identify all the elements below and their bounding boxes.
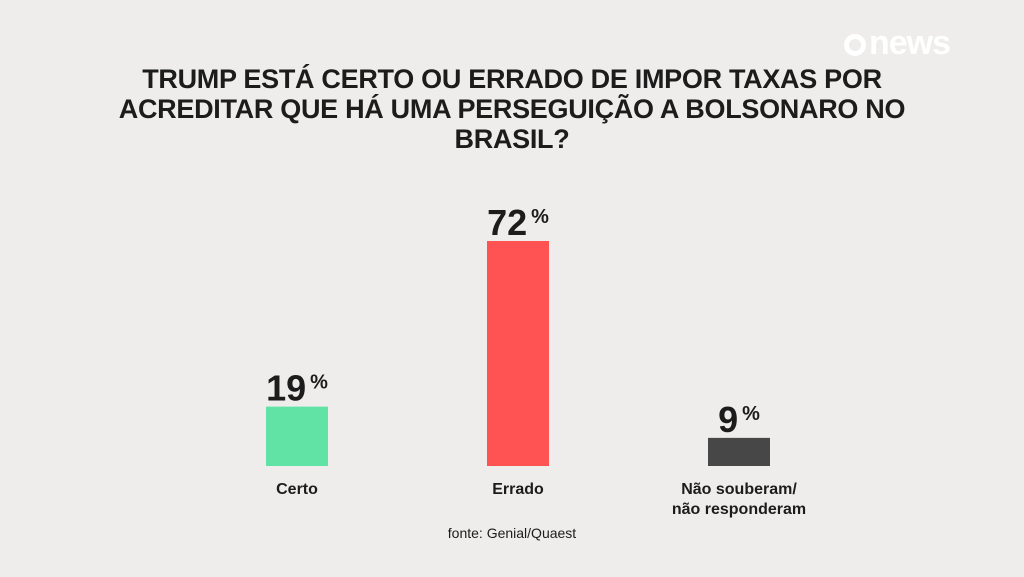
value-label-certo: 19% xyxy=(266,368,328,409)
bar-certo xyxy=(266,406,328,466)
value-label-n-o-souberam-n-o-responderam: 9% xyxy=(718,399,760,440)
bar-errado xyxy=(487,241,549,466)
bar-n-o-souberam-n-o-responderam xyxy=(708,437,770,466)
logo-text: news xyxy=(869,24,951,62)
globo-ring-icon xyxy=(844,33,866,56)
chart-title: TRUMP ESTÁ CERTO OU ERRADO DE IMPOR TAXA… xyxy=(118,64,906,154)
value-label-errado: 72% xyxy=(487,202,549,243)
category-label-certo: Certo xyxy=(276,481,318,498)
category-label-n-o-souberam-n-o-responderam: Não souberam/não responderam xyxy=(672,481,806,518)
source-note: fonte: Genial/Quaest xyxy=(447,525,577,541)
category-label-errado: Errado xyxy=(492,481,544,498)
onews-logo: news xyxy=(844,24,951,63)
